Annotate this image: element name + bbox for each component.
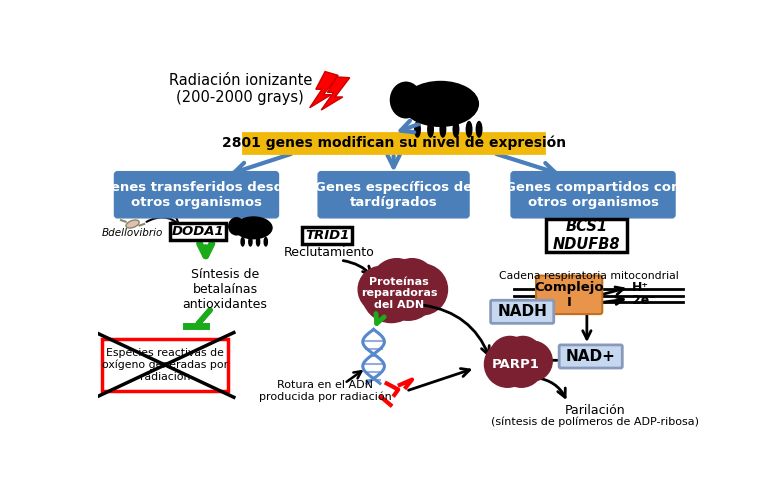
Text: Genes transferidos desde
otros organismos: Genes transferidos desde otros organismo… xyxy=(101,180,293,209)
FancyBboxPatch shape xyxy=(511,172,675,218)
Ellipse shape xyxy=(475,121,482,138)
Text: Parilación: Parilación xyxy=(564,404,625,417)
Ellipse shape xyxy=(263,236,268,246)
Circle shape xyxy=(505,336,541,374)
Text: PARP1: PARP1 xyxy=(492,358,539,370)
FancyBboxPatch shape xyxy=(102,338,227,391)
Circle shape xyxy=(358,266,405,312)
Text: Radiación ionizante
(200-2000 grays): Radiación ionizante (200-2000 grays) xyxy=(169,73,312,106)
Text: 2801 genes modifican su nivel de expresión: 2801 genes modifican su nivel de expresi… xyxy=(221,136,566,150)
Text: H⁺: H⁺ xyxy=(631,280,648,293)
Text: Complejo
I: Complejo I xyxy=(535,281,604,309)
Ellipse shape xyxy=(126,220,139,228)
Text: Cadena respiratoria mitocondrial: Cadena respiratoria mitocondrial xyxy=(498,270,678,280)
Circle shape xyxy=(389,258,435,305)
Circle shape xyxy=(512,341,552,381)
Ellipse shape xyxy=(234,216,273,240)
FancyBboxPatch shape xyxy=(170,223,226,240)
FancyBboxPatch shape xyxy=(559,345,622,368)
Text: NAD+: NAD+ xyxy=(566,349,616,364)
Ellipse shape xyxy=(439,121,446,138)
Circle shape xyxy=(371,258,422,310)
Ellipse shape xyxy=(452,121,459,138)
Text: NADH: NADH xyxy=(497,304,547,320)
Ellipse shape xyxy=(402,81,479,127)
Text: Rotura en el ADN
producida por radiación: Rotura en el ADN producida por radiación xyxy=(259,380,392,402)
FancyBboxPatch shape xyxy=(536,276,602,314)
Polygon shape xyxy=(321,77,349,110)
Ellipse shape xyxy=(414,121,421,138)
Text: Bdellovibrio: Bdellovibrio xyxy=(102,228,164,238)
Circle shape xyxy=(500,344,543,387)
Text: DODA1: DODA1 xyxy=(171,225,224,238)
Circle shape xyxy=(381,266,435,320)
Circle shape xyxy=(362,264,421,322)
Text: Especies reactivas de
oxígeno generadas por
radiación: Especies reactivas de oxígeno generadas … xyxy=(102,348,228,382)
FancyBboxPatch shape xyxy=(303,227,353,244)
Ellipse shape xyxy=(256,236,260,246)
FancyBboxPatch shape xyxy=(491,300,554,324)
FancyBboxPatch shape xyxy=(243,133,544,153)
Text: (síntesis de polímeros de ADP-ribosa): (síntesis de polímeros de ADP-ribosa) xyxy=(491,416,699,427)
Text: Proteínas
reparadoras
del ADN: Proteínas reparadoras del ADN xyxy=(361,276,437,310)
Ellipse shape xyxy=(427,121,434,138)
Polygon shape xyxy=(310,72,338,108)
Ellipse shape xyxy=(228,217,245,236)
Ellipse shape xyxy=(240,236,245,246)
Text: 2e⁻: 2e⁻ xyxy=(631,294,655,306)
Circle shape xyxy=(397,264,448,315)
FancyBboxPatch shape xyxy=(114,172,279,218)
Text: Reclutamiento: Reclutamiento xyxy=(283,246,374,259)
Circle shape xyxy=(495,346,532,383)
Text: Genes compartidos con
otros organismos: Genes compartidos con otros organismos xyxy=(505,180,680,209)
Circle shape xyxy=(490,336,530,376)
Circle shape xyxy=(485,341,531,388)
Ellipse shape xyxy=(465,121,472,138)
FancyBboxPatch shape xyxy=(318,172,469,218)
Text: BCS1
NDUFB8: BCS1 NDUFB8 xyxy=(553,220,621,252)
Circle shape xyxy=(377,270,424,316)
Ellipse shape xyxy=(248,236,253,246)
FancyBboxPatch shape xyxy=(547,220,627,252)
Text: Síntesis de
betalaínas
antioxidantes: Síntesis de betalaínas antioxidantes xyxy=(183,268,267,311)
Text: Genes específicos de
tardígrados: Genes específicos de tardígrados xyxy=(315,180,472,209)
Text: TRID1: TRID1 xyxy=(305,229,349,242)
Ellipse shape xyxy=(389,82,422,118)
